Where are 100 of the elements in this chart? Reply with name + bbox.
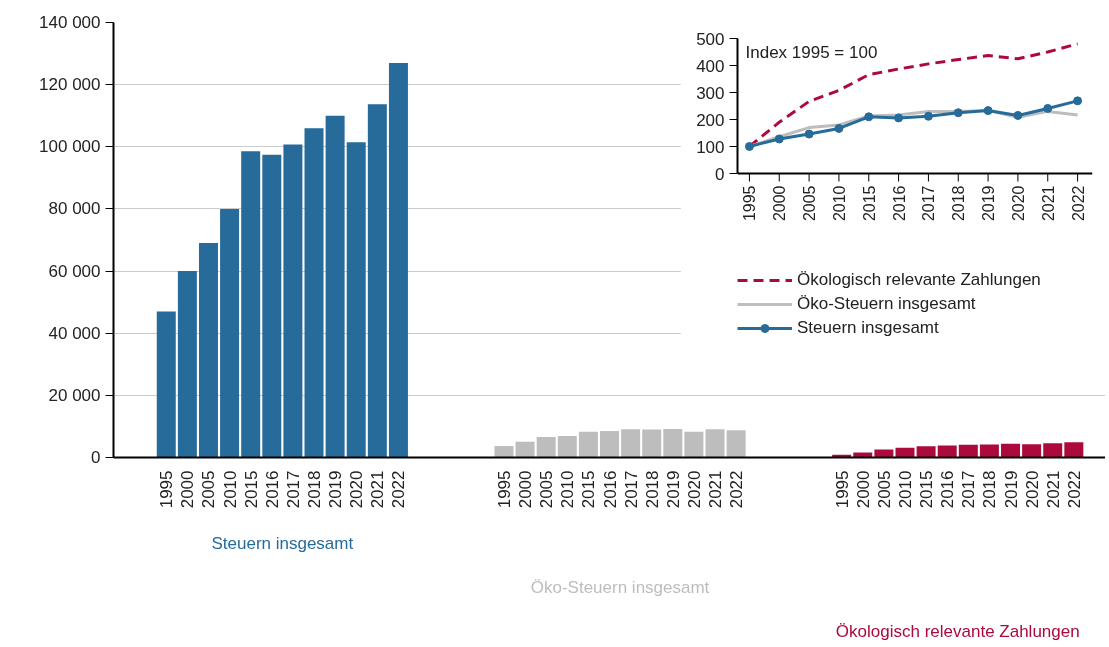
bar (1022, 444, 1042, 458)
point (864, 112, 874, 122)
bar (325, 115, 345, 458)
x-tick-label: 2019 (326, 470, 346, 509)
annotation: Index 1995 = 100 (745, 42, 878, 62)
point (923, 111, 933, 121)
y-tick-label: 100 000 (39, 137, 101, 157)
x-tick-label: 1995 (741, 185, 759, 222)
bar (177, 271, 197, 458)
x-tick-label: 2016 (938, 470, 958, 509)
x-tick-label: 2022 (1064, 470, 1084, 509)
x-tick-label: 2000 (853, 470, 873, 509)
x-tick-label: 2021 (368, 470, 388, 509)
y-tick-label: 500 (696, 29, 725, 49)
x-tick-label: 2022 (389, 470, 409, 509)
point (834, 123, 844, 133)
x-tick-label: 2022 (727, 470, 747, 509)
point (1013, 110, 1023, 120)
point (744, 142, 754, 151)
x-tick-label: 2016 (262, 470, 282, 509)
x-tick-label: 2019 (663, 470, 683, 509)
bar (600, 431, 619, 458)
y-tick-label: 20 000 (48, 385, 101, 405)
y-tick-label: 400 (696, 56, 725, 76)
x-tick-label: 2017 (621, 470, 641, 509)
legend-label: Ökologisch relevante Zahlungen (797, 270, 1041, 290)
x-tick-label: 2000 (516, 470, 536, 509)
bar (895, 447, 915, 458)
bar (916, 446, 936, 458)
x-tick-label: 2000 (771, 185, 789, 222)
bar (642, 429, 662, 458)
x-tick-label: 1995 (157, 470, 177, 509)
bar (220, 208, 240, 458)
bar (304, 128, 324, 458)
bar (494, 446, 514, 458)
y-tick-label: 120 000 (39, 75, 101, 95)
bar (937, 445, 957, 458)
y-tick-label: 80 000 (48, 199, 101, 219)
y-tick-label: 140 000 (39, 13, 101, 32)
point (953, 108, 963, 118)
bar (515, 441, 535, 458)
bar (1001, 443, 1021, 458)
x-tick-label: 2017 (920, 185, 938, 222)
bar (621, 429, 641, 458)
x-tick-label: 2017 (959, 470, 979, 509)
x-tick-label: 1995 (832, 470, 852, 509)
x-tick-label: 2021 (706, 470, 726, 509)
x-tick-label: 2018 (980, 470, 1000, 509)
bar (874, 449, 894, 458)
point (1073, 96, 1083, 106)
x-tick-label: 2019 (980, 185, 998, 222)
x-tick-label: 2021 (1039, 185, 1057, 222)
bar (388, 62, 408, 458)
x-tick-label: 2018 (305, 470, 325, 509)
bar (1064, 442, 1084, 458)
x-tick-label: 2020 (1022, 470, 1042, 509)
bar (663, 428, 683, 458)
y-tick-label: 200 (696, 110, 725, 130)
bar (262, 154, 282, 458)
y-tick-label: 300 (696, 83, 725, 103)
x-tick-label: 2019 (1001, 470, 1021, 509)
x-tick-label: 2021 (1043, 470, 1063, 509)
bar (578, 431, 598, 458)
point (894, 113, 904, 123)
x-tick-label: 2010 (558, 470, 578, 509)
bar (705, 429, 725, 458)
text: Öko-Steuern insgesamt (530, 577, 710, 597)
y-tick-label: 60 000 (48, 261, 101, 281)
point (983, 106, 993, 116)
bar (958, 444, 978, 458)
bar (684, 431, 704, 458)
bar (283, 144, 303, 458)
x-tick-label: 2005 (199, 470, 219, 509)
bar (726, 430, 746, 458)
x-tick-label: 2010 (830, 185, 848, 222)
x-tick-label: 2017 (283, 470, 303, 509)
x-tick-label: 2010 (895, 470, 915, 509)
x-tick-label: 2015 (579, 470, 599, 509)
bar (198, 243, 218, 458)
x-tick-label: 2010 (220, 470, 240, 509)
x-tick-label: 2016 (600, 470, 620, 509)
x-tick-label: 2020 (684, 470, 704, 509)
point (804, 129, 814, 139)
legend-label: Steuern insgesamt (797, 318, 939, 338)
x-tick-label: 2018 (642, 470, 662, 509)
x-tick-label: 2005 (537, 470, 557, 509)
x-tick-label: 1995 (494, 470, 514, 509)
text: Ökologisch relevante Zahlungen (835, 621, 1080, 641)
y-tick-label: 0 (715, 164, 725, 184)
x-tick-label: 2020 (1009, 185, 1027, 222)
x-tick-label: 2016 (890, 185, 908, 222)
x-tick-label: 2005 (874, 470, 894, 509)
bar (979, 444, 999, 458)
point (774, 134, 784, 144)
x-tick-label: 2020 (347, 470, 367, 509)
x-tick-label: 2015 (860, 185, 878, 222)
bar (1043, 443, 1063, 458)
bar (241, 151, 261, 458)
y-tick-label: 0 (91, 448, 101, 467)
x-tick-label: 2018 (950, 185, 968, 222)
